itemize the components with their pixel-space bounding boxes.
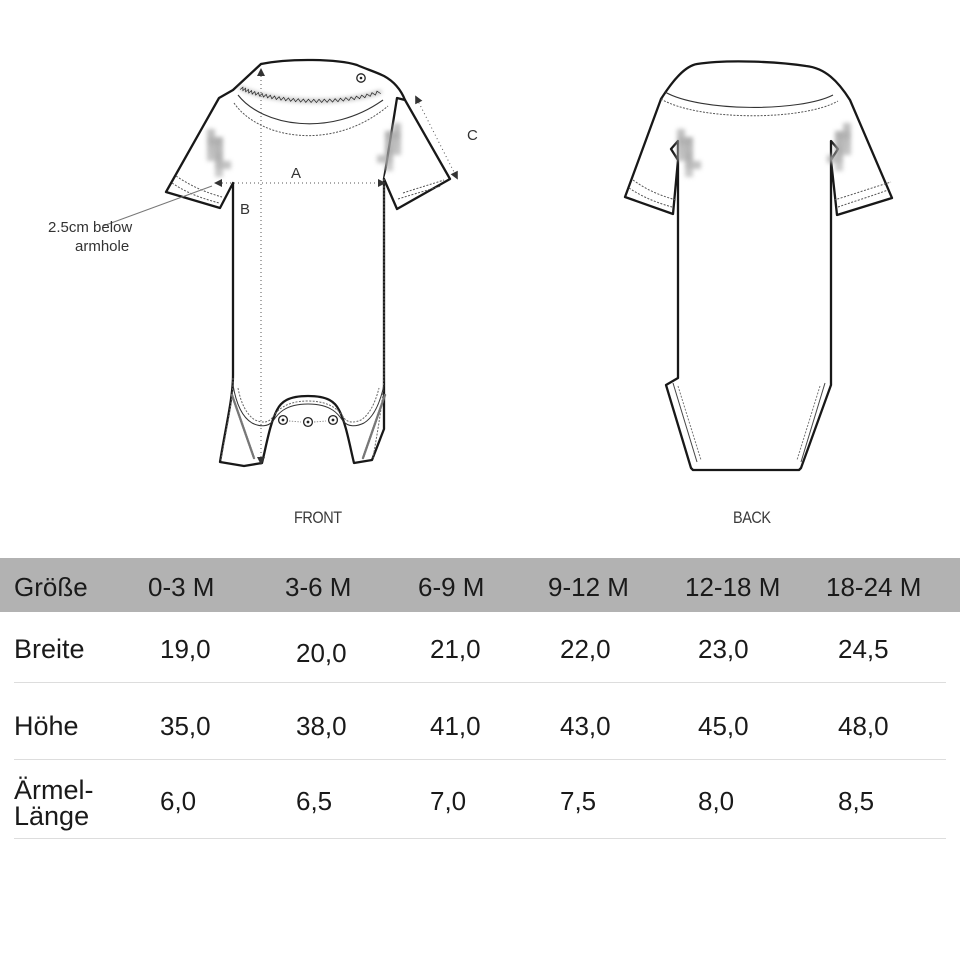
svg-text:B: B (240, 201, 250, 218)
svg-text:2.5cm below: 2.5cm below (48, 219, 132, 236)
svg-text:armhole: armhole (75, 238, 129, 255)
svg-text:A: A (291, 165, 301, 182)
svg-text:C: C (467, 127, 478, 144)
